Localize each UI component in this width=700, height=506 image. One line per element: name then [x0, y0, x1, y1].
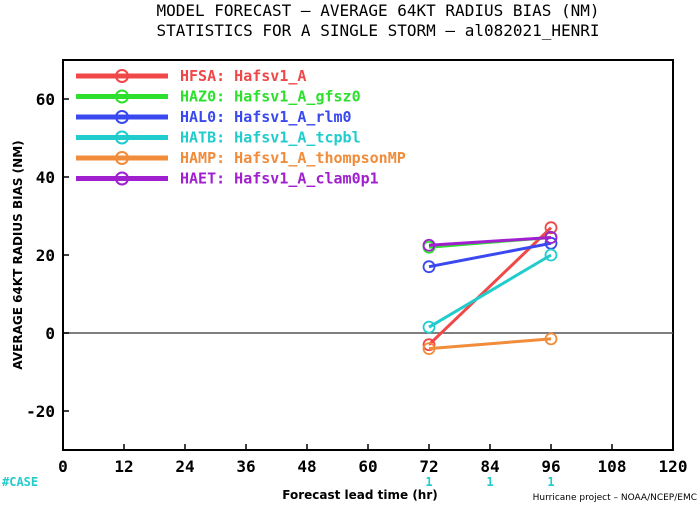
x-axis-label: Forecast lead time (hr) — [282, 488, 438, 502]
y-tick-label: 20 — [36, 246, 55, 265]
series-line-4 — [428, 253, 552, 329]
x-tick-label: 108 — [598, 457, 627, 476]
legend-marker — [115, 69, 129, 83]
legend-entry: HATB: Hafsv1_A_tcpbl — [180, 129, 361, 147]
legend-marker — [115, 151, 129, 165]
data-point — [422, 238, 436, 252]
chart-subtitle: STATISTICS FOR A SINGLE STORM – al082021… — [156, 21, 599, 40]
data-point — [422, 260, 436, 274]
credit-text: Hurricane project – NOAA/NCEP/EMC — [533, 493, 697, 503]
y-tick-label: 0 — [45, 324, 55, 343]
data-point — [422, 320, 436, 334]
data-point — [544, 221, 558, 235]
x-tick-label: 0 — [58, 457, 68, 476]
x-tick-label: 36 — [236, 457, 255, 476]
series-line-6 — [428, 235, 552, 247]
legend-entry: HFSA: Hafsv1_A — [180, 67, 306, 85]
legend: HFSA: Hafsv1_A HAZ0: Hafsv1_A_gfsz0 HAL0: … — [76, 67, 406, 188]
y-tick-label: 40 — [36, 168, 55, 187]
y-tick-label: 60 — [36, 90, 55, 109]
data-point — [544, 332, 558, 346]
x-tick-label: 72 — [419, 457, 438, 476]
legend-entry: HAET: Hafsv1_A_clam0p1 — [180, 170, 379, 188]
chart-title: MODEL FORECAST – AVERAGE 64KT RADIUS BIA… — [156, 1, 599, 20]
y-axis-label: AVERAGE 64KT RADIUS BIAS (NM) — [11, 140, 25, 369]
data-point — [422, 338, 436, 352]
series-layer — [422, 221, 558, 356]
y-tick-label: -20 — [26, 402, 55, 421]
legend-marker — [115, 110, 129, 124]
case-count: 1 — [425, 475, 432, 489]
case-count: 1 — [547, 475, 554, 489]
series-line-5 — [428, 337, 552, 351]
legend-entry: HAL0: Hafsv1_A_rlm0 — [180, 108, 352, 126]
x-tick-label: 84 — [480, 457, 499, 476]
legend-entry: HAZ0: Hafsv1_A_gfsz0 — [180, 88, 361, 106]
series-line-3 — [428, 241, 552, 269]
data-point — [422, 342, 436, 356]
data-point — [544, 231, 558, 244]
legend-marker — [115, 130, 129, 145]
legend-marker — [115, 89, 129, 104]
x-tick-label: 48 — [297, 457, 316, 476]
x-tick-label: 60 — [358, 457, 377, 476]
x-axis-ticks: 0 12 24 36 48 60 72 84 96 108 120 — [58, 444, 687, 476]
x-tick-label: 12 — [114, 457, 133, 476]
x-tick-label: 24 — [175, 457, 194, 476]
x-tick-label: 96 — [541, 457, 560, 476]
case-count: 1 — [486, 475, 493, 489]
case-label: #CASE — [2, 475, 38, 489]
case-counts: #CASE 1 1 1 — [2, 475, 555, 489]
x-tick-label: 120 — [659, 457, 688, 476]
legend-marker — [115, 171, 129, 186]
legend-entry: HAMP: Hafsv1_A_thompsonMP — [180, 149, 406, 167]
y-axis-ticks: -20 0 20 40 60 — [26, 90, 69, 421]
data-point — [544, 248, 558, 262]
